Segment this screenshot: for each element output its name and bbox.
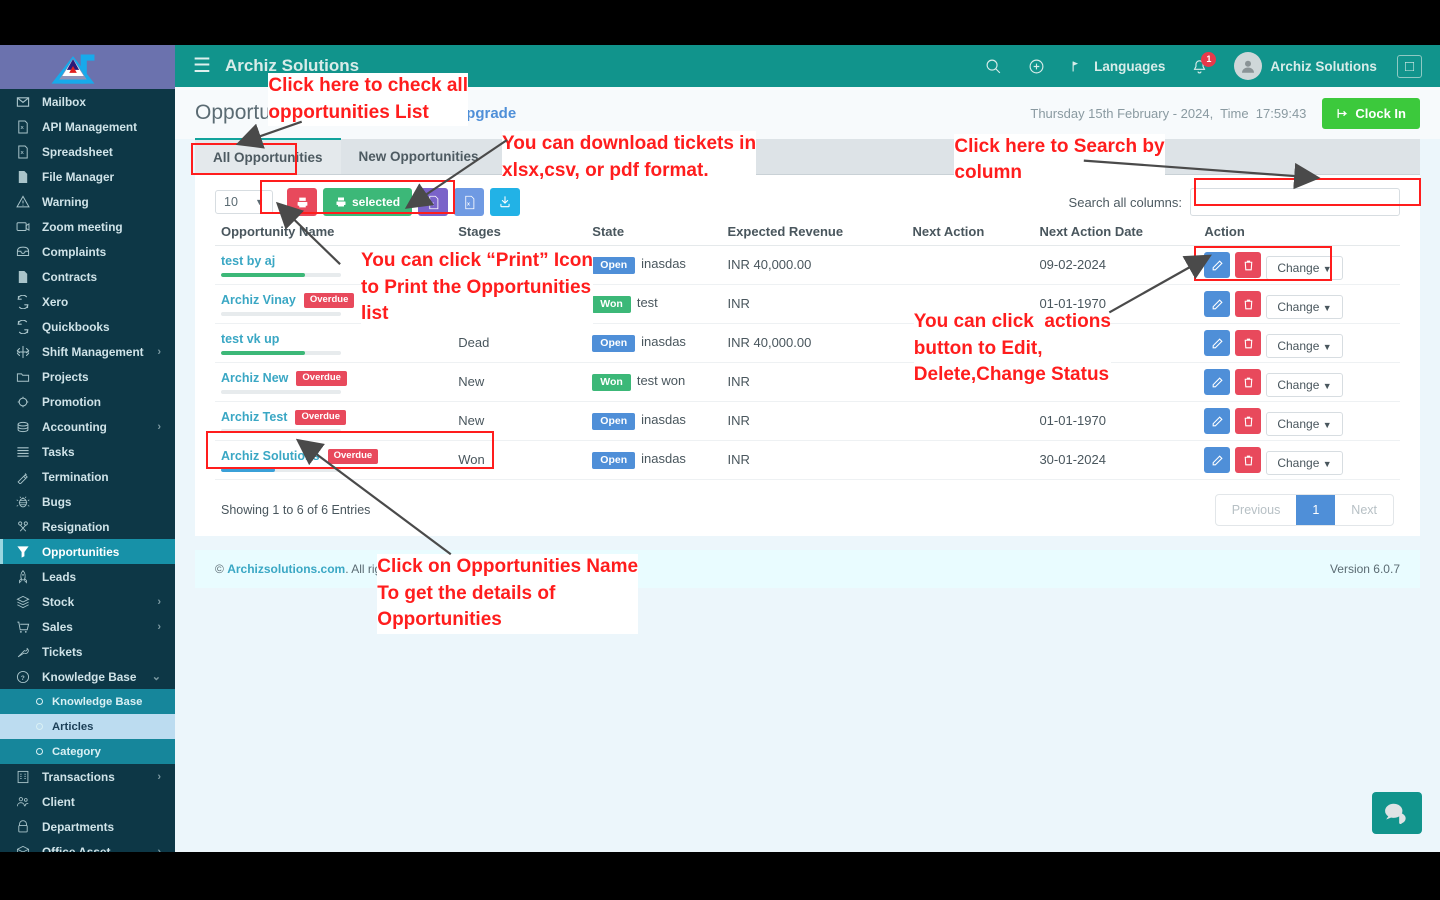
svg-text:x: x <box>431 201 434 207</box>
svg-text:x: x <box>467 201 470 207</box>
svg-text:X: X <box>21 150 25 156</box>
svg-text:?: ? <box>21 674 25 681</box>
svg-text:X: X <box>21 125 25 131</box>
